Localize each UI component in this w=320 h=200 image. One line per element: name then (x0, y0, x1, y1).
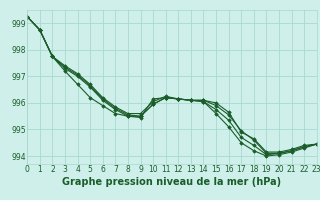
X-axis label: Graphe pression niveau de la mer (hPa): Graphe pression niveau de la mer (hPa) (62, 177, 282, 187)
